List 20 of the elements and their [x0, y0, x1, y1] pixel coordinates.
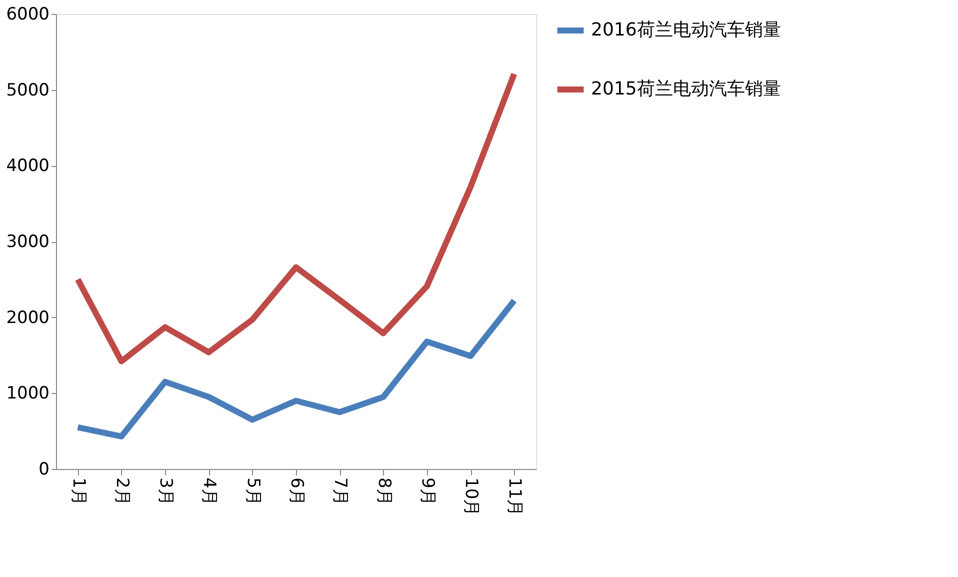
x-tick-label: 5月: [242, 478, 263, 506]
x-tick-label: 9月: [417, 478, 438, 506]
legend-label: 2015荷兰电动汽车销量: [591, 78, 781, 100]
y-tick-label: 5000: [6, 80, 50, 100]
y-tick-label: 3000: [6, 232, 50, 252]
x-tick-label: 7月: [330, 478, 350, 506]
x-tick-label: 10月: [461, 478, 482, 516]
x-tick-label: 8月: [374, 478, 394, 506]
x-tick-label: 11月: [504, 478, 525, 516]
y-tick-label: 1000: [6, 384, 50, 404]
x-tick-label: 6月: [286, 478, 306, 506]
x-tick-label: 4月: [199, 478, 220, 506]
x-tick-label: 3月: [156, 478, 176, 506]
y-tick-label: 0: [38, 460, 50, 480]
x-tick-label: 2月: [112, 478, 132, 506]
y-tick-label: 6000: [6, 4, 50, 24]
y-tick-label: 4000: [6, 156, 50, 176]
legend-label: 2016荷兰电动汽车销量: [591, 20, 781, 40]
y-tick-label: 2000: [6, 308, 50, 328]
x-tick-label: 1月: [68, 478, 88, 506]
